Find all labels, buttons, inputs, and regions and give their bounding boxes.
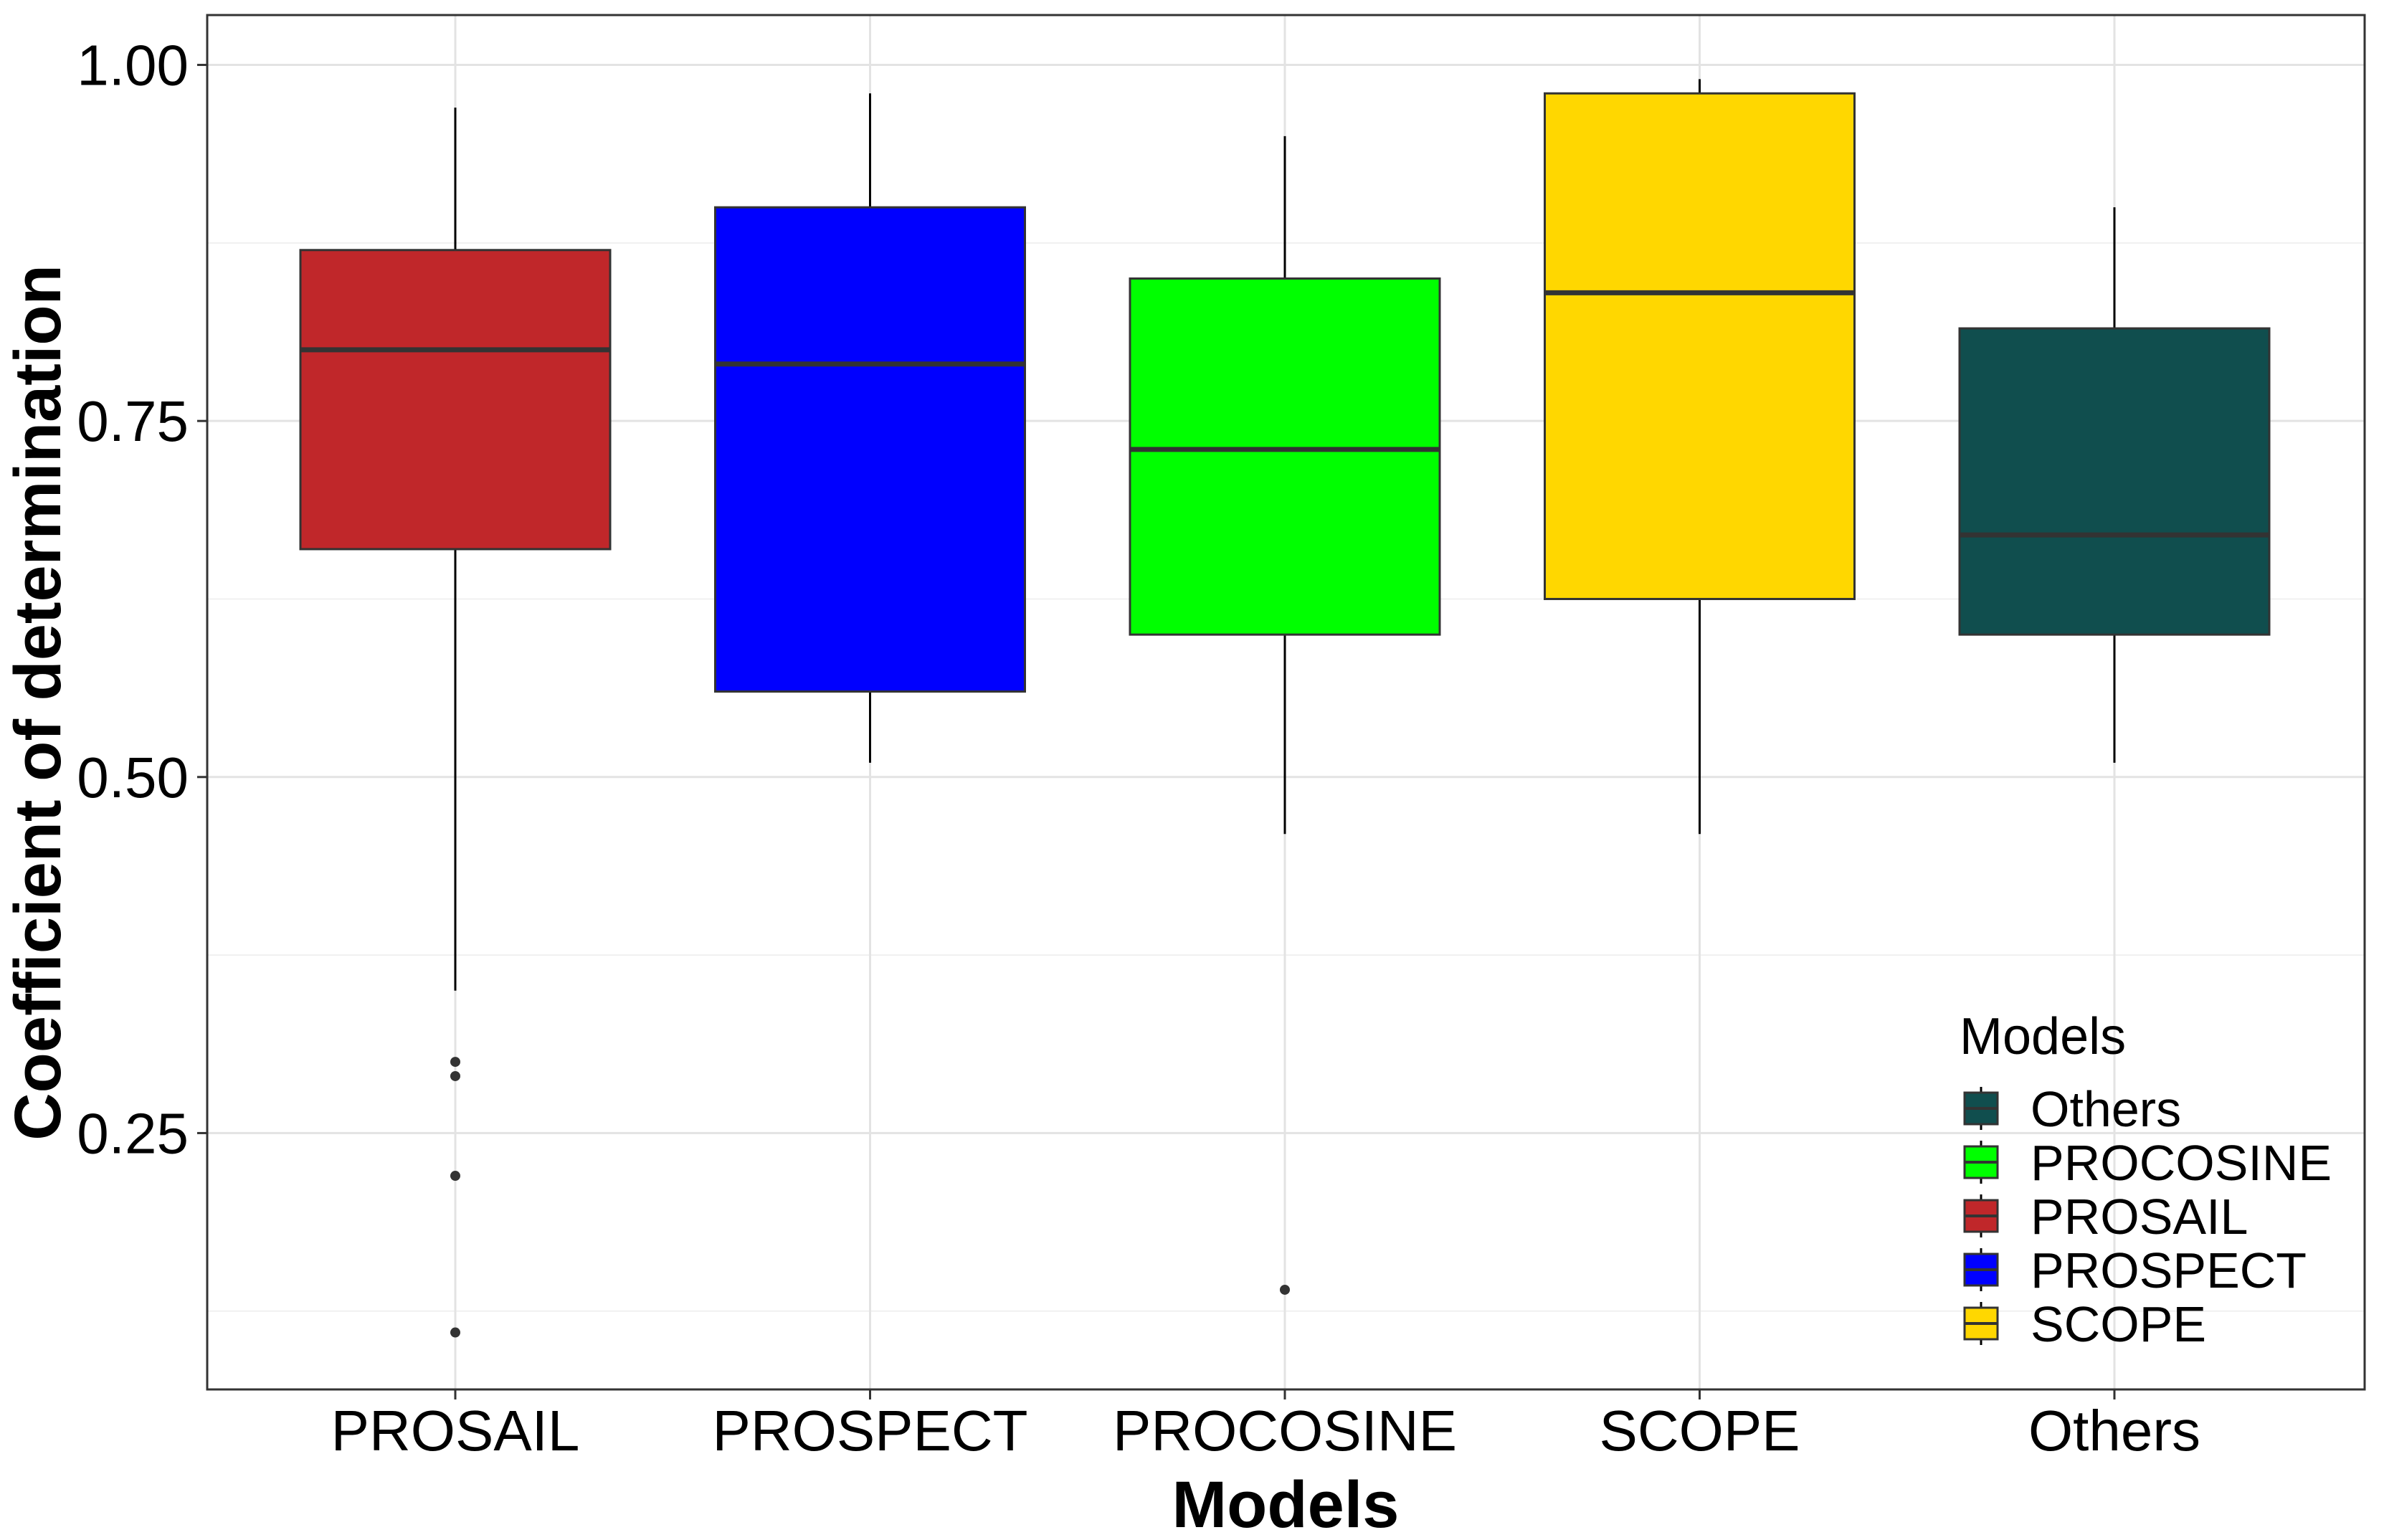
x-tick-label: SCOPE — [1599, 1399, 1800, 1463]
outlier-point — [1280, 1284, 1290, 1295]
box — [714, 206, 1026, 693]
outlier-point — [450, 1057, 460, 1068]
legend-item-others: Others — [1963, 1081, 2181, 1137]
box-group-others — [1958, 207, 2271, 763]
y-tick-label: 0.50 — [77, 746, 189, 809]
box — [1544, 92, 1856, 600]
y-tick-label: 0.25 — [77, 1101, 189, 1165]
outlier-point — [450, 1070, 460, 1081]
legend-item-prosail: PROSAIL — [1963, 1189, 2248, 1245]
legend-label: PROSPECT — [2031, 1242, 2307, 1298]
legend-item-prospect: PROSPECT — [1963, 1242, 2307, 1298]
x-tick-label: Others — [2028, 1399, 2200, 1463]
legend-label: PROCOSINE — [2031, 1135, 2332, 1191]
x-tick-label: PROCOSINE — [1113, 1399, 1457, 1463]
boxes — [299, 79, 2271, 1338]
box — [299, 249, 612, 551]
legend-item-procosine: PROCOSINE — [1963, 1135, 2332, 1191]
x-tick-label: PROSPECT — [712, 1399, 1027, 1463]
y-axis-title: Coefficient of determination — [1, 265, 75, 1141]
y-tick-label: 0.75 — [77, 389, 189, 453]
outlier-point — [450, 1327, 460, 1338]
x-axis-title: Models — [1172, 1468, 1400, 1540]
legend-title: Models — [1960, 1008, 2126, 1065]
legend-item-scope: SCOPE — [1963, 1296, 2206, 1352]
x-tick-label: PROSAIL — [331, 1399, 580, 1463]
box-group-scope — [1544, 79, 1856, 835]
y-tick-label: 1.00 — [77, 34, 189, 98]
legend: Models OthersPROCOSINEPROSAILPROSPECTSCO… — [1960, 1008, 2332, 1352]
x-axis: PROSAIL PROSPECT PROCOSINE SCOPE Others — [331, 1389, 2200, 1463]
legend-label: Others — [2031, 1081, 2181, 1137]
box-group-prosail — [299, 108, 612, 1338]
box — [1958, 327, 2271, 636]
box-group-prospect — [714, 93, 1026, 763]
y-axis: 0.25 0.50 0.75 1.00 — [77, 34, 207, 1165]
outlier-point — [450, 1171, 460, 1182]
box-group-procosine — [1129, 136, 1441, 1295]
legend-label: SCOPE — [2031, 1296, 2206, 1352]
legend-label: PROSAIL — [2031, 1189, 2248, 1245]
box — [1129, 277, 1441, 636]
